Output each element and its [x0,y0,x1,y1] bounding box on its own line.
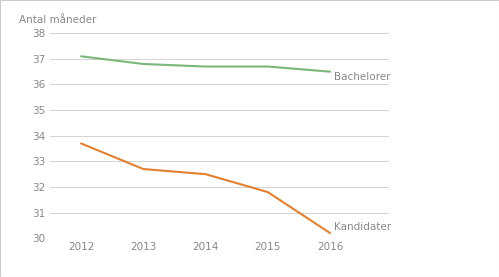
Text: Kandidater: Kandidater [334,222,391,232]
Text: Antal måneder: Antal måneder [19,15,97,25]
Text: Bachelorer: Bachelorer [334,72,390,82]
